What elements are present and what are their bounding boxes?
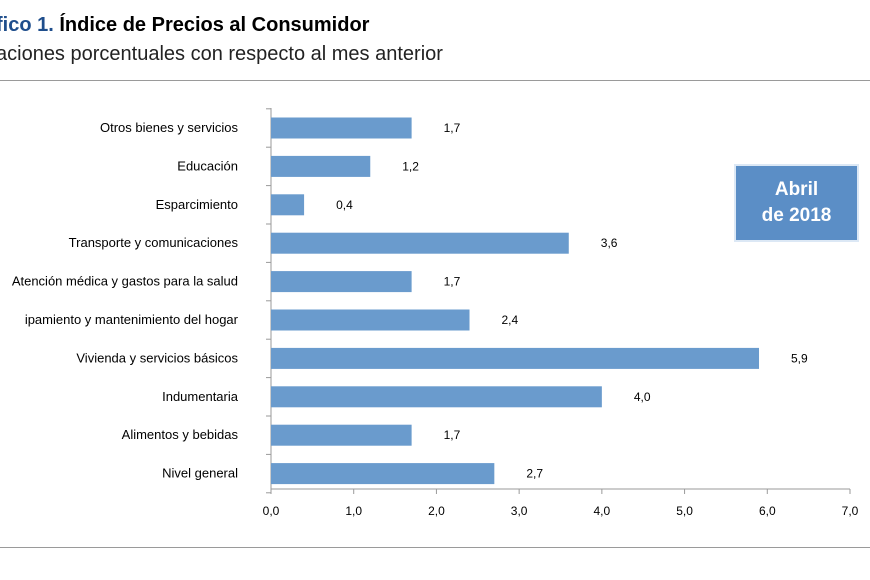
bar	[271, 463, 495, 485]
x-tick-label: 7,0	[842, 504, 859, 518]
title-prefix: fico 1.	[0, 14, 54, 36]
bar	[271, 347, 760, 369]
x-tick-label: 2,0	[428, 504, 445, 518]
bar	[271, 309, 470, 331]
x-tick-label: 5,0	[676, 504, 693, 518]
category-label: Otros bienes y servicios	[100, 120, 238, 135]
bar	[271, 424, 412, 446]
category-label: Esparcimiento	[156, 197, 238, 212]
value-label: 1,7	[444, 428, 461, 442]
x-tick-label: 4,0	[594, 504, 611, 518]
value-label: 4,0	[634, 390, 651, 404]
bar	[271, 271, 412, 293]
chart-title: fico 1. Índice de Precios al Consumidor	[0, 14, 369, 37]
value-label: 1,7	[444, 275, 461, 289]
bar	[271, 232, 569, 254]
top-divider	[0, 80, 870, 81]
bar	[271, 386, 602, 408]
value-label: 3,6	[601, 236, 618, 250]
x-tick-label: 0,0	[263, 504, 280, 518]
category-label: Atención médica y gastos para la salud	[12, 274, 238, 289]
value-label: 1,2	[402, 159, 419, 173]
category-label: Vivienda y servicios básicos	[76, 350, 238, 365]
value-label: 2,4	[502, 313, 519, 327]
badge-month: Abril	[774, 179, 819, 200]
value-label: 0,4	[336, 198, 353, 212]
category-label: Nivel general	[162, 466, 238, 481]
value-label: 2,7	[526, 467, 543, 481]
chart-subtitle: aciones porcentuales con respecto al mes…	[0, 43, 443, 65]
title-text: Índice de Precios al Consumidor	[59, 14, 370, 36]
category-label: ipamiento y mantenimiento del hogar	[25, 312, 239, 327]
category-label: Indumentaria	[162, 389, 239, 404]
badge-year: de 2018	[761, 205, 832, 226]
x-tick-label: 1,0	[345, 504, 362, 518]
category-label: Educación	[177, 158, 238, 173]
category-label: Alimentos y bebidas	[122, 427, 239, 442]
x-tick-label: 3,0	[511, 504, 528, 518]
value-label: 5,9	[791, 351, 808, 365]
bar	[271, 194, 305, 216]
bar	[271, 117, 412, 139]
x-tick-label: 6,0	[759, 504, 776, 518]
value-label: 1,7	[444, 121, 461, 135]
category-label: Transporte y comunicaciones	[69, 235, 239, 250]
bottom-divider	[0, 547, 870, 548]
period-badge: Abril de 2018	[734, 164, 859, 242]
bar	[271, 155, 371, 177]
